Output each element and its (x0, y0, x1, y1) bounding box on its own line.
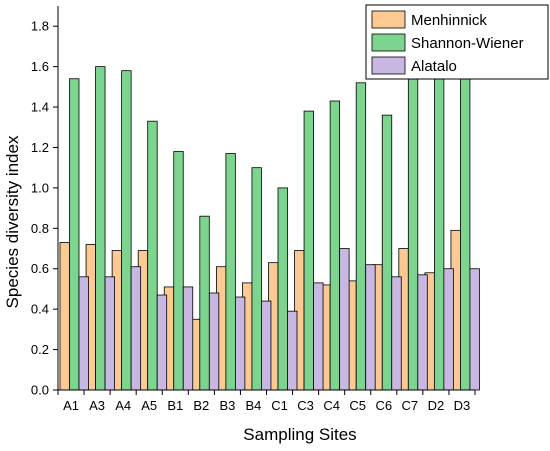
x-tick-label: C5 (349, 398, 366, 413)
axes: 0.0 0.2 0.4 0.6 0.8 1.0 1.2 1.4 1.6 1.8 A1 A3 A4 A5 B1… (31, 6, 476, 413)
bar-alatalo-c4 (339, 248, 350, 391)
legend-swatch (371, 56, 406, 75)
bar-alatalo-a3 (104, 276, 115, 391)
bar-alatalo-c7 (417, 274, 428, 391)
x-tick-label: A1 (63, 398, 79, 413)
bar-alatalo-d2 (443, 268, 454, 391)
y-tick-label: 0.8 (31, 221, 49, 236)
bar-shannon-wiener-c5 (355, 82, 367, 391)
legend-swatch (371, 10, 406, 29)
bar-shannon-wiener-c6 (381, 114, 393, 391)
x-tick-label: C3 (297, 398, 314, 413)
x-tick-label: D3 (454, 398, 471, 413)
bar-shannon-wiener-a5 (147, 120, 158, 391)
x-tick-label: C6 (375, 398, 392, 413)
y-tick-label: 1.8 (31, 19, 49, 34)
legend-label: Alatalo (411, 58, 457, 75)
y-tick-label: 1.0 (31, 180, 49, 195)
bar-alatalo-c1 (287, 310, 298, 391)
x-tick-label: B3 (219, 398, 235, 413)
x-tick-label: D2 (428, 398, 445, 413)
bar-shannon-wiener-c4 (329, 100, 341, 391)
y-tick-label: 0.4 (31, 302, 49, 317)
x-tick-label: A4 (115, 398, 131, 413)
y-axis-label: Species diversity index (3, 135, 22, 308)
legend-label: Menhinnick (411, 12, 487, 29)
x-axis-label: Sampling Sites (243, 425, 356, 444)
x-tick-label: B1 (167, 398, 183, 413)
bar-alatalo-c6 (391, 276, 402, 391)
bar-shannon-wiener-b2 (199, 215, 210, 391)
x-tick-label: B2 (193, 398, 209, 413)
y-tick-label: 1.4 (31, 100, 49, 115)
legend-swatch (371, 33, 406, 52)
bar-alatalo-b1 (182, 286, 194, 391)
bar-menhinnick-a1 (59, 242, 70, 391)
bar-shannon-wiener-b1 (173, 151, 184, 391)
bar-alatalo-d3 (469, 268, 480, 391)
bar-alatalo-b2 (208, 292, 220, 391)
y-tick-label: 0.6 (31, 261, 49, 276)
x-tick-label: C1 (271, 398, 288, 413)
y-tick-label: 1.6 (31, 59, 49, 74)
legend: Menhinnick Shannon-Wiener Alatalo (365, 4, 549, 80)
bar-alatalo-a5 (156, 294, 168, 391)
x-tick-label: B4 (246, 398, 262, 413)
bar-shannon-wiener-c7 (407, 68, 419, 391)
x-tick-label: A3 (89, 398, 105, 413)
bar-alatalo-a4 (130, 266, 142, 391)
bar-shannon-wiener-b4 (251, 167, 262, 391)
bar-shannon-wiener-d2 (433, 78, 445, 391)
legend-label: Shannon-Wiener (411, 35, 524, 52)
bar-shannon-wiener-a4 (121, 70, 132, 391)
plot-area (59, 39, 480, 391)
x-tick-label: A5 (141, 398, 157, 413)
bar-shannon-wiener-a3 (95, 66, 106, 391)
bar-alatalo-b4 (261, 300, 272, 391)
x-tick-label: C4 (323, 398, 340, 413)
y-tick-label: 0.2 (31, 342, 49, 357)
bar-alatalo-a1 (78, 276, 89, 391)
bar-shannon-wiener-b3 (225, 153, 236, 391)
y-tick-label: 1.2 (31, 140, 49, 155)
bar-shannon-wiener-c1 (277, 187, 288, 391)
y-tick-label: 0.0 (31, 383, 49, 398)
x-tick-label: C7 (402, 398, 419, 413)
bar-alatalo-b3 (234, 296, 246, 391)
bar-shannon-wiener-d3 (460, 39, 471, 391)
bar-shannon-wiener-a1 (69, 78, 80, 391)
bar-shannon-wiener-c3 (303, 110, 314, 391)
bar-alatalo-c3 (313, 282, 324, 391)
bar-alatalo-c5 (365, 264, 376, 391)
